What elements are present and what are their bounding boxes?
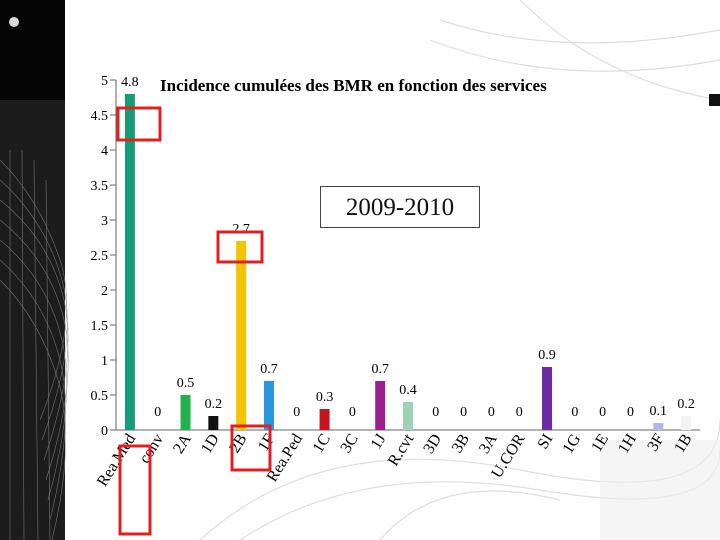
- x-tick-label: 3D: [420, 431, 445, 457]
- value-label: 2.7: [232, 222, 250, 237]
- value-label: 0.7: [260, 362, 278, 377]
- highlight-boxes: [116, 106, 272, 536]
- x-tick-label: 1B: [671, 431, 695, 456]
- y-tick-label: 1.5: [91, 319, 109, 334]
- x-tick-label: conv: [136, 431, 167, 466]
- x-tick-label: 1J: [368, 431, 390, 452]
- value-label: 0.4: [399, 383, 417, 398]
- x-tick-label: 3A: [476, 431, 501, 457]
- y-tick-label: 5: [101, 74, 108, 89]
- value-label: 0.9: [538, 348, 556, 363]
- y-tick-label: 4: [101, 144, 108, 159]
- y-tick-label: 2.5: [91, 249, 109, 264]
- value-label: 0: [460, 405, 467, 420]
- x-tick-label: R.cvt: [385, 431, 418, 469]
- chart-title: Incidence cumulées des BMR en fonction d…: [160, 76, 547, 95]
- bar-2a: [180, 395, 191, 430]
- value-label: 0: [571, 405, 578, 420]
- y-tick-label: 0: [101, 424, 108, 439]
- y-tick-label: 4.5: [91, 109, 109, 124]
- bars: [124, 94, 692, 430]
- value-label: 0: [488, 405, 495, 420]
- y-tick-label: 2: [101, 284, 108, 299]
- value-label: 0: [627, 405, 634, 420]
- y-tick-label: 0.5: [91, 389, 109, 404]
- x-tick-label: 2A: [170, 431, 195, 457]
- period-label: 2009-2010: [320, 186, 480, 228]
- value-label: 0.2: [677, 397, 695, 412]
- x-tick-label: Rea.Med: [94, 431, 139, 489]
- x-tick-label: 1C: [310, 431, 334, 456]
- value-label: 0: [516, 405, 523, 420]
- y-tick-label: 3.5: [91, 179, 109, 194]
- x-tick-label: 1F: [255, 431, 278, 454]
- value-label: 0.1: [650, 404, 668, 419]
- value-label: 0.2: [205, 397, 223, 412]
- highlight-box: [216, 230, 264, 264]
- y-tick-label: 1: [101, 354, 108, 369]
- value-label: 0.3: [316, 390, 334, 405]
- highlight-box: [230, 424, 272, 472]
- bar-2b: [236, 241, 247, 430]
- bar-1d: [208, 416, 219, 430]
- value-labels: 4.8 0 0.5 0.2 2.7 0.7 0 0.3 0 0.7 0.4 0 0 0 0 0.9 0 0 0 0.1…: [121, 75, 695, 420]
- bar-1c: [319, 409, 330, 430]
- value-label: 0: [293, 405, 300, 420]
- value-label: 0: [432, 405, 439, 420]
- value-label: 4.8: [121, 75, 139, 90]
- bar-rea-med: [124, 94, 135, 430]
- slide-nav-button[interactable]: [709, 94, 720, 106]
- bar-1f: [263, 381, 274, 430]
- value-label: 0.7: [371, 362, 389, 377]
- x-tick-label: SI: [534, 431, 556, 452]
- bar-si: [542, 367, 553, 430]
- x-tick-label: 1G: [559, 431, 584, 457]
- x-tick-label: 3B: [449, 431, 473, 456]
- x-tick-label: 2B: [226, 431, 250, 456]
- y-tick-label: 3: [101, 214, 108, 229]
- highlight-box: [116, 106, 162, 142]
- x-tick-label: 1H: [615, 431, 640, 457]
- value-label: 0.5: [177, 376, 195, 391]
- bar-1j: [375, 381, 386, 430]
- bar-1b: [681, 416, 692, 430]
- x-tick-label: 1E: [588, 431, 612, 455]
- x-tick-label: 3F: [644, 431, 667, 454]
- x-tick-label: 3C: [337, 431, 361, 456]
- value-label: 0: [154, 405, 161, 420]
- value-label: 0: [599, 405, 606, 420]
- bar-3f: [653, 423, 664, 430]
- value-label: 0: [349, 405, 356, 420]
- highlight-box: [118, 444, 152, 536]
- bar-r-cvt: [403, 402, 413, 430]
- x-tick-label: 1D: [198, 431, 223, 457]
